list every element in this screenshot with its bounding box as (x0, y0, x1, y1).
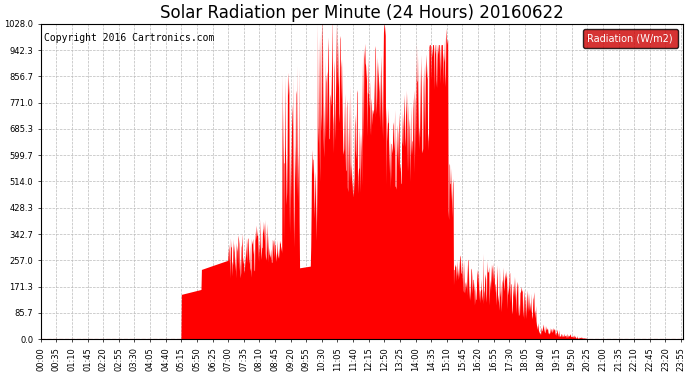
Title: Solar Radiation per Minute (24 Hours) 20160622: Solar Radiation per Minute (24 Hours) 20… (160, 4, 564, 22)
Text: Copyright 2016 Cartronics.com: Copyright 2016 Cartronics.com (44, 33, 215, 43)
Legend: Radiation (W/m2): Radiation (W/m2) (582, 28, 678, 48)
